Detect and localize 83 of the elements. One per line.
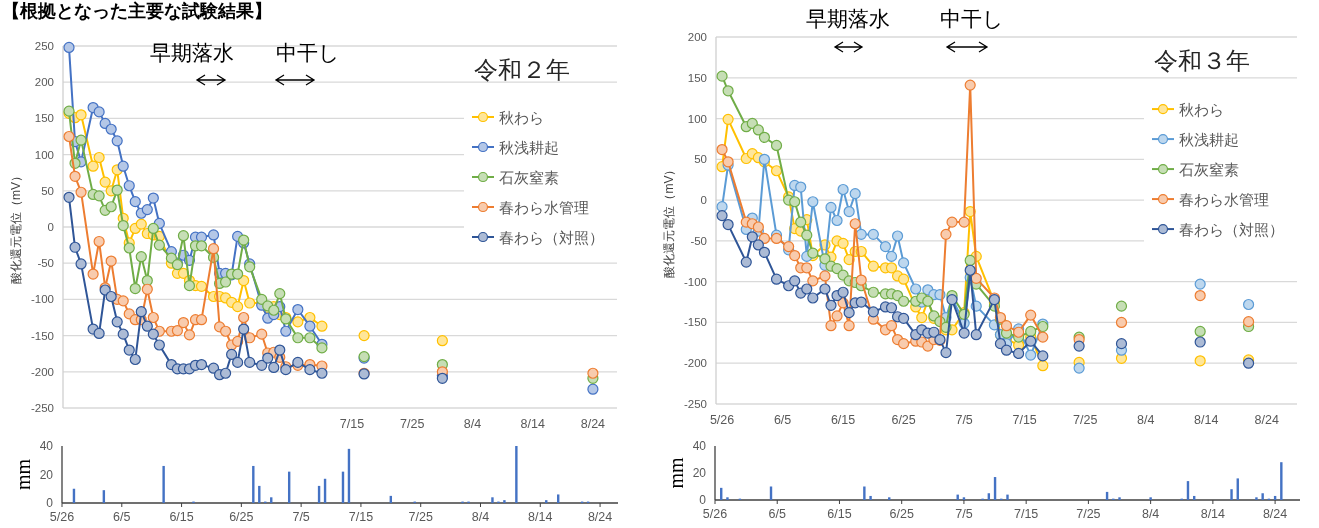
x-tick-label: 7/25: [408, 510, 433, 524]
x-tick-label: 7/25: [1076, 507, 1101, 521]
x-tick-label: 8/14: [1200, 507, 1226, 521]
y-tick-label: -250: [683, 398, 707, 410]
legend-label: 石灰窒素: [1179, 161, 1239, 179]
x-tick-label: 7/5: [292, 510, 310, 524]
x-tick-label: 6/15: [830, 413, 856, 427]
y-tick-label: 150: [687, 71, 707, 84]
legend-label: 春わら水管理: [499, 199, 589, 217]
x-tick-label: 8/4: [471, 510, 490, 524]
y-tick-label: -100: [30, 293, 54, 306]
y-tick-label: -150: [683, 316, 707, 329]
x-tick-label: 5/26: [49, 510, 75, 524]
text: 中干し: [940, 7, 1004, 30]
text: 早期落水: [806, 7, 890, 30]
x-tick-label: 8/4: [463, 417, 482, 431]
x-tick-label: 8/14: [528, 510, 553, 524]
y-tick-label: 20: [692, 466, 707, 480]
legend-label: 秋わら: [499, 109, 544, 127]
y-tick-label: 40: [692, 439, 707, 453]
x-tick-label: 6/5: [113, 510, 131, 524]
x-tick-label: 8/24: [1262, 507, 1288, 521]
x-tick-label: 7/15: [348, 510, 374, 524]
x-tick-label: 8/14: [1194, 413, 1219, 427]
x-tick-label: 6/5: [773, 413, 792, 427]
y-axis-title: mm: [12, 458, 34, 491]
x-tick-label: 8/4: [1141, 507, 1160, 521]
x-tick-label: 5/26: [709, 413, 735, 427]
y-axis-title: 酸化還元電位（mV）: [9, 170, 23, 284]
x-tick-label: 8/24: [587, 510, 613, 524]
y-tick-label: 250: [34, 40, 54, 52]
y-tick-label: 200: [687, 31, 707, 43]
legend-label: 秋浅耕起: [499, 139, 559, 157]
y-axis-title: mm: [665, 457, 687, 489]
x-tick-label: 8/4: [1137, 413, 1155, 427]
legend-label: 石灰窒素: [499, 169, 559, 187]
x-tick-label: 7/15: [1014, 507, 1039, 521]
y-tick-label: 100: [687, 112, 707, 125]
annotation: 早期落水: [150, 41, 234, 64]
x-tick-label: 7/15: [339, 417, 365, 431]
y-tick-label: 0: [46, 496, 54, 510]
y-tick-label: 0: [47, 221, 54, 233]
x-tick-label: 6/15: [169, 510, 194, 524]
y-tick-label: 0: [699, 493, 707, 507]
y-tick-label: -50: [37, 257, 54, 270]
y-tick-label: -200: [30, 365, 54, 378]
legend-label: 春わら（対照）: [1179, 221, 1284, 239]
x-tick-label: 8/24: [580, 417, 606, 431]
y-tick-label: 50: [694, 153, 707, 166]
x-tick-label: 6/25: [889, 507, 914, 521]
y-tick-label: 50: [41, 184, 54, 197]
y-tick-label: 200: [34, 76, 54, 89]
x-tick-label: 8/14: [520, 417, 545, 431]
x-tick-label: 7/5: [955, 507, 973, 521]
x-tick-label: 7/5: [955, 413, 973, 427]
y-tick-label: -50: [690, 234, 707, 247]
legend-label: 春わら水管理: [1179, 191, 1269, 209]
y-tick-label: 20: [39, 467, 54, 482]
legend-label: 秋わら: [1179, 101, 1224, 119]
x-tick-label: 7/15: [1012, 413, 1037, 427]
chart-title: 令和３年: [1154, 48, 1250, 74]
legend-label: 春わら（対照）: [499, 229, 604, 247]
x-tick-label: 8/24: [1254, 413, 1279, 427]
text: 【根拠となった主要な試験結果】: [2, 1, 272, 21]
y-tick-label: -150: [30, 329, 54, 342]
legend-label: 秋浅耕起: [1179, 131, 1239, 149]
y-tick-label: 150: [34, 112, 54, 125]
x-tick-label: 6/5: [768, 507, 786, 521]
x-tick-label: 6/15: [827, 507, 852, 521]
y-tick-label: 0: [700, 194, 707, 207]
y-tick-label: -200: [683, 357, 707, 370]
x-tick-label: 5/26: [702, 507, 728, 521]
y-tick-label: 40: [39, 439, 54, 453]
x-tick-label: 6/25: [229, 510, 254, 524]
text: 令和２年: [474, 57, 570, 83]
annotation: 中干し: [276, 41, 340, 64]
y-tick-label: -250: [30, 402, 54, 414]
x-tick-label: 7/25: [400, 417, 425, 431]
y-tick-label: 100: [34, 148, 54, 161]
y-tick-label: -100: [683, 275, 707, 288]
y-axis-title: 酸化還元電位（mV）: [662, 163, 676, 278]
x-tick-label: 7/25: [1073, 413, 1098, 427]
x-tick-label: 6/25: [891, 413, 916, 427]
